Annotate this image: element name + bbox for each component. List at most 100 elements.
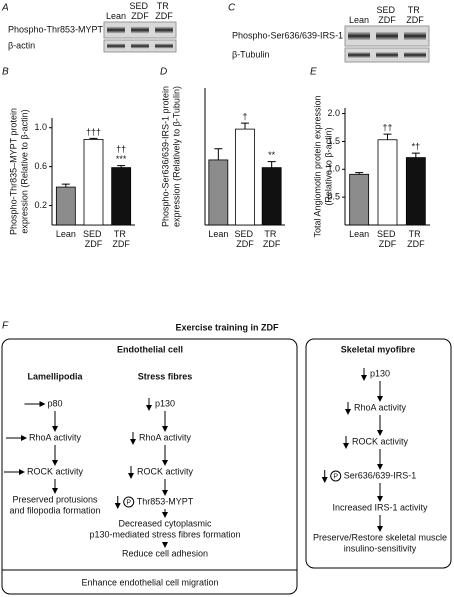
blot-band [107,26,125,34]
error-bar [214,148,223,160]
column-title: Stress fibres [138,371,193,381]
significance: † [242,111,247,121]
phospho-icon [330,470,342,482]
endothelial-box [1,338,298,595]
blot-band [348,52,370,58]
step-text: ROCK activity [352,436,409,446]
bar [261,167,282,226]
y-axis-label: expression (Relative to β-actin) [19,109,29,233]
skeletal-box [305,338,452,569]
box-title: Skeletal myofibre [341,344,416,354]
panel-letter: E [310,67,317,78]
blot-header: Lean [106,11,126,21]
blot-label: Phospho-Thr853-MYPT [8,24,104,34]
blot-band [155,43,173,49]
blot-header: SED ZDF [129,1,150,21]
x-tick-label: SED ZDF [377,229,398,249]
box-title: Endothelial cell [117,344,183,354]
step-text: p130 [370,368,390,378]
step-text: insulino-sensitivity [344,543,417,553]
y-axis-label: Phospho-Thr835–MYPT protein [8,108,18,235]
blot-band [107,43,125,49]
panel-letter: F [2,321,9,332]
y-tick-label: 1.5 [327,136,340,146]
step-text: and filopodia formation [9,505,100,515]
blot-band [404,52,426,58]
panel-letter: B [2,67,9,78]
blot-header: SED ZDF [376,5,397,25]
step-text: Preserved protusions [12,494,98,504]
blot-label: β-actin [8,40,35,50]
step-text: Thr853-MYPT [137,496,194,506]
significance: ** [268,150,276,160]
footer: Enhance endothelial cell migration [81,577,218,587]
error-bar [117,165,126,168]
significance: *† [412,142,421,152]
error-bar [267,161,276,168]
panel-letter: A [1,3,9,14]
y-tick-label: 0.5 [327,192,340,202]
column-title: Lamellipodia [27,371,83,381]
bar [235,128,255,226]
x-tick-label: SED ZDF [83,229,104,249]
step-text: RhoA activity [354,402,407,412]
y-tick-label: 1.0 [34,122,47,132]
blot-label: Phospho-Ser636/639-IRS-1 [232,30,343,40]
step-text: Preserve/Restore skeletal muscle [313,532,447,542]
error-bar [355,172,364,175]
x-tick-label: Lean [349,229,369,239]
error-bar [411,152,420,158]
diagram-title: Exercise training in ZDF [175,322,279,332]
blot-band [155,26,173,34]
panel-letter: D [160,67,167,78]
blot-band [348,32,370,40]
error-bar [241,122,249,130]
x-tick-label: Lean [56,229,76,239]
bar [55,186,76,226]
x-tick-label: Lean [208,229,228,239]
step-text: p130 [155,398,175,408]
y-tick-label: 1.0 [327,164,340,174]
y-axis-label: Total Angiomotin protein expression [312,95,322,237]
error-bar [89,137,98,140]
x-tick-label: TR ZDF [112,229,130,249]
error-bar [383,133,392,140]
error-bar [61,183,70,188]
blot-header: TR ZDF [406,5,424,25]
bar [405,157,426,226]
bar [111,167,132,226]
step-text: RhoA activity [139,432,192,442]
step-text: ROCK activity [27,466,84,476]
blot-header: Lean [349,15,369,25]
y-tick-label: 0.2 [34,200,47,210]
step-text: Increased IRS-1 activity [332,502,428,512]
panel-letter: C [228,3,236,14]
phospho-icon: P [126,499,131,506]
x-tick-label: SED ZDF [234,229,255,249]
step-text: p80 [47,398,62,408]
bar [83,138,104,226]
blot-band [376,32,398,40]
phospho-icon [123,496,135,508]
y-axis-label: Phospho-Ser636/639-IRS-1 protein [160,86,170,227]
y-tick-label: 2.0 [327,108,340,118]
step-text: ROCK activity [137,466,194,476]
step-text: p130-mediated stress fibres formation [89,529,240,539]
y-tick-label: 0.6 [34,161,47,171]
y-axis-label: expression (Relatively to β-Tubulin) [171,86,181,227]
blot-band [404,32,426,40]
significance: ††† [86,127,101,137]
x-tick-label: TR ZDF [407,229,425,249]
blot-band [131,43,149,49]
blot-header: TR ZDF [155,1,173,21]
bar [377,139,398,226]
significance: †† [382,123,392,133]
significance: †† [116,144,126,154]
y-axis-label: (Relative to β-actin) [323,127,333,205]
bar [349,173,370,226]
step-text: RhoA activity [29,432,82,442]
step-text: Decreased cytoplasmic [118,518,212,528]
blot-band [131,26,149,34]
